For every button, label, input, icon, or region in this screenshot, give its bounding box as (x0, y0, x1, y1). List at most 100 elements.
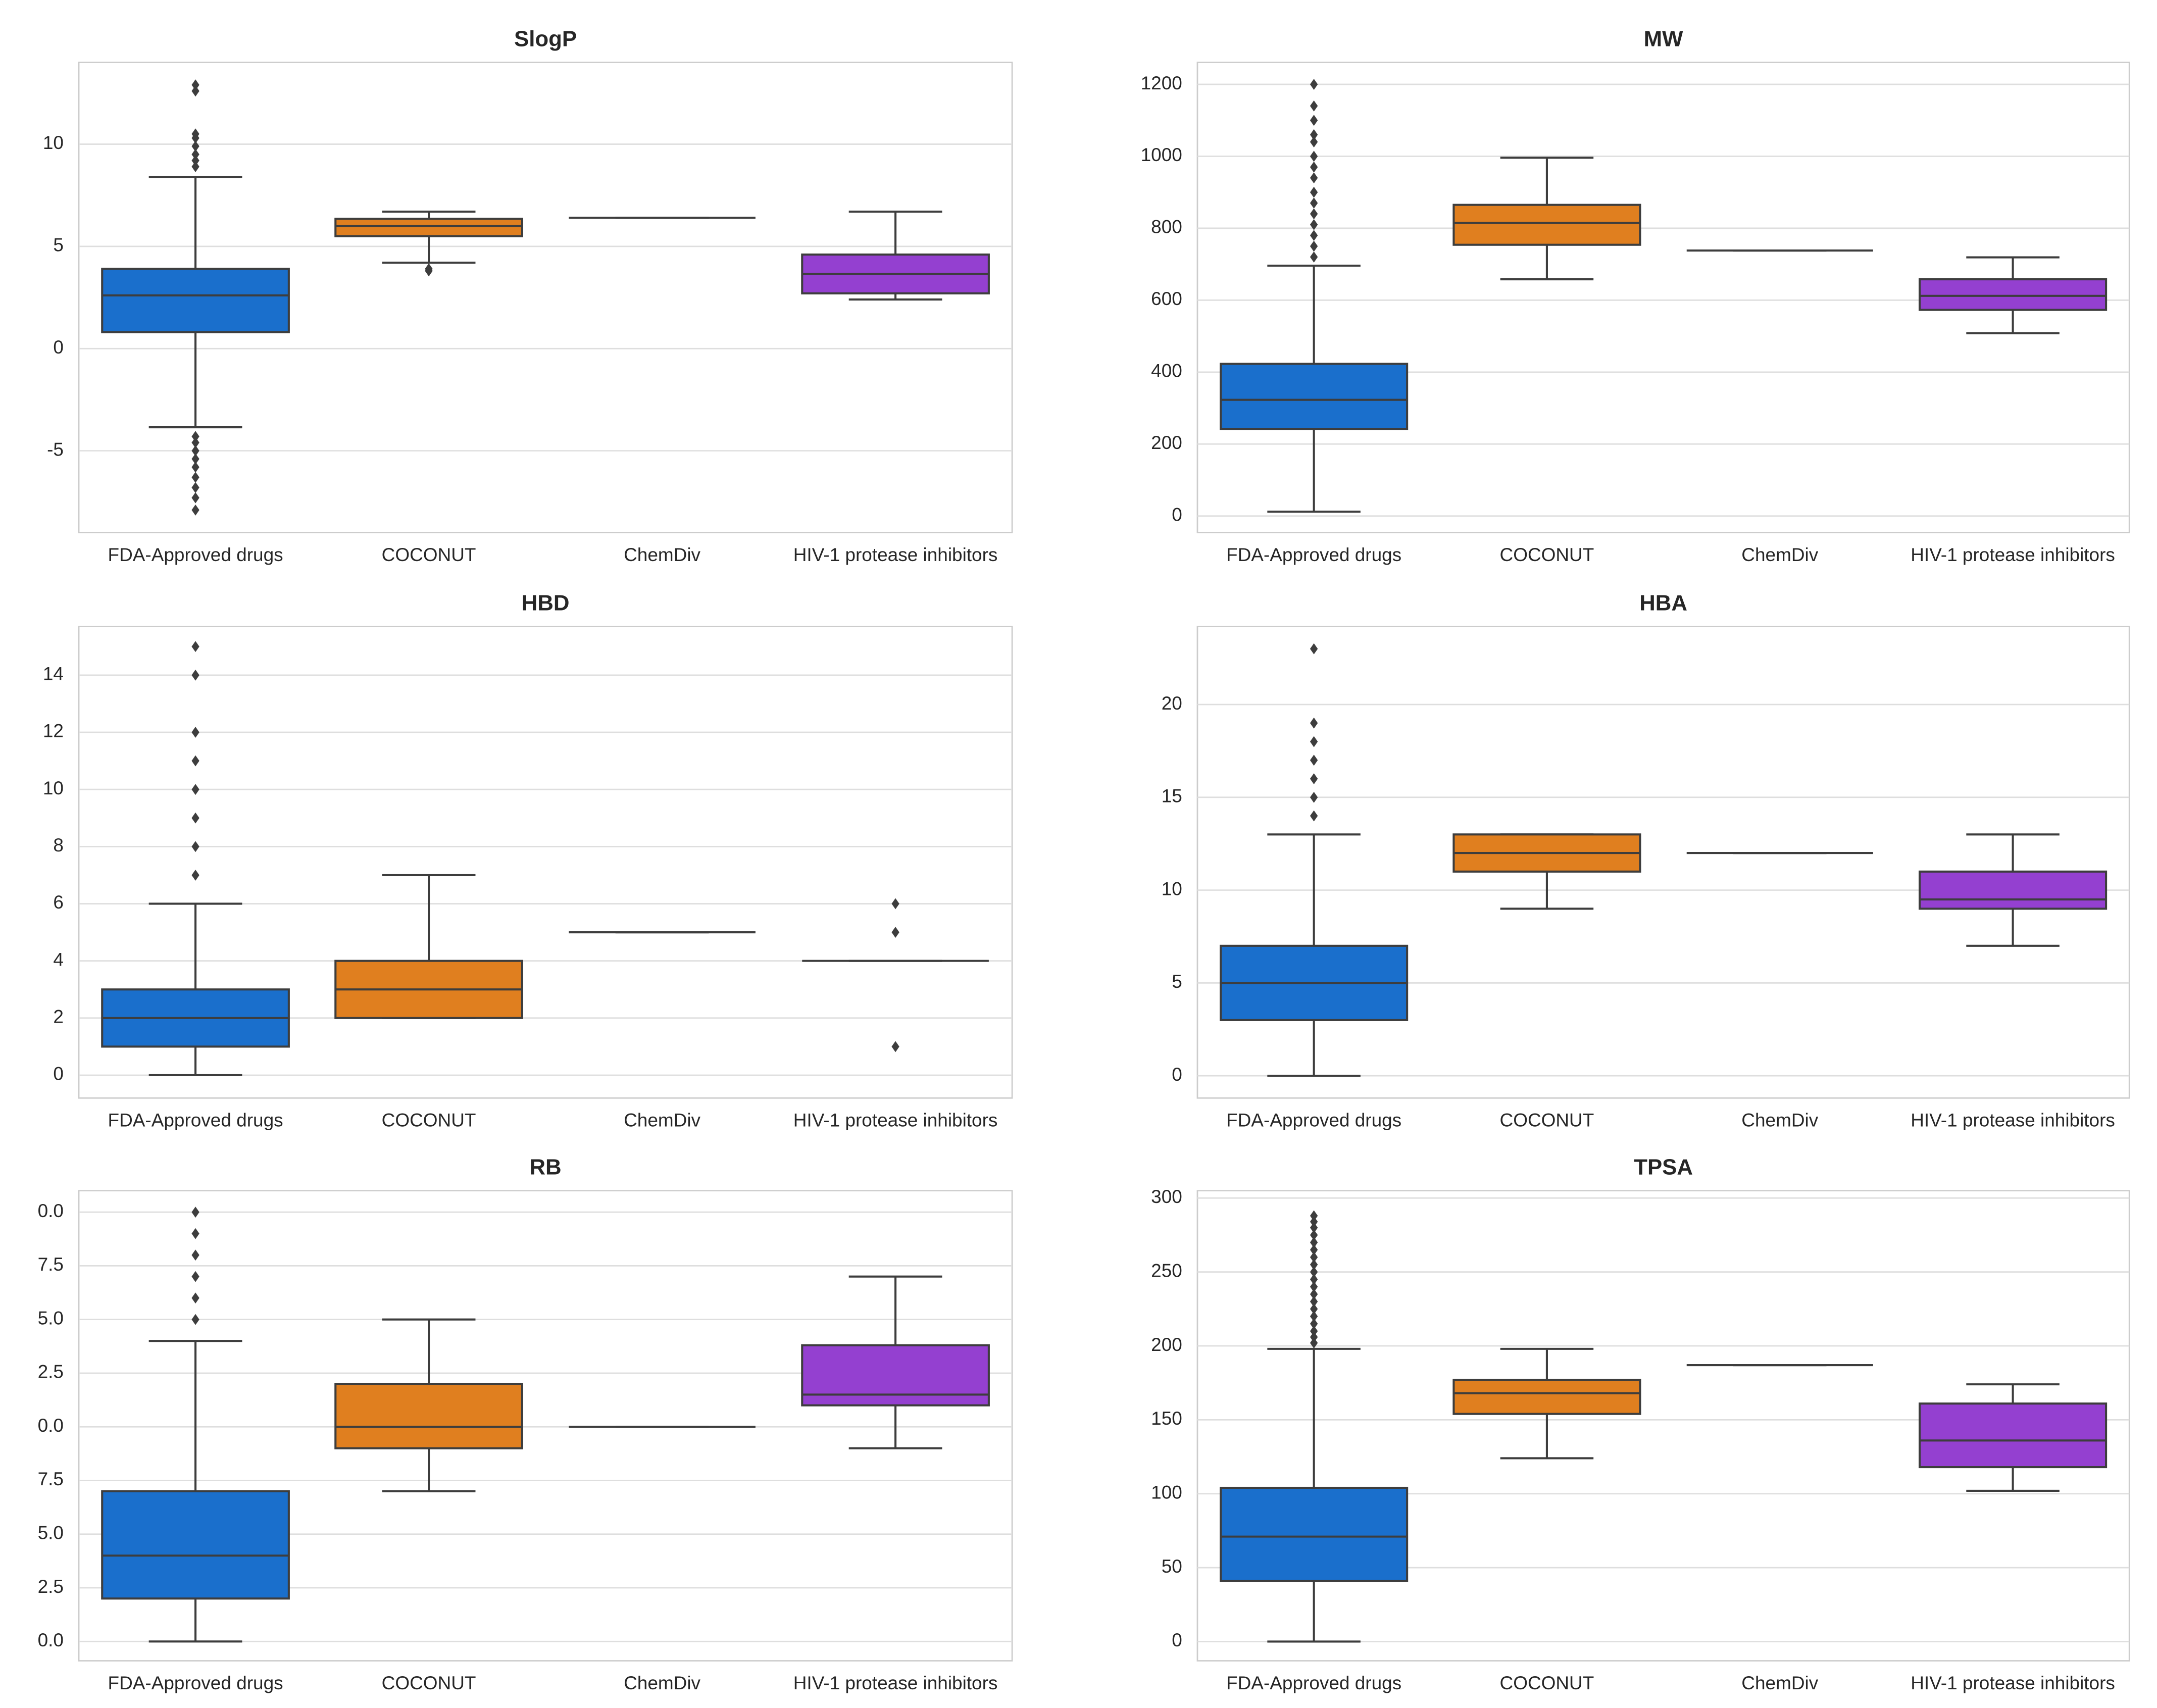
x-tick-label: HIV-1 protease inhibitors (793, 1110, 998, 1131)
outlier (1310, 1251, 1318, 1263)
outlier (1310, 791, 1318, 803)
y-tick-label: 10 (43, 132, 64, 153)
y-tick-label: 150 (1151, 1408, 1182, 1429)
y-tick-label: 2.5 (38, 1362, 64, 1382)
x-tick-label: HIV-1 protease inhibitors (793, 544, 998, 565)
box (1452, 204, 1641, 246)
outlier (1310, 115, 1318, 126)
x-tick-label: HIV-1 protease inhibitors (1911, 1110, 2115, 1131)
outlier (1310, 230, 1318, 241)
outlier (1310, 172, 1318, 184)
outlier (891, 927, 899, 938)
box (1452, 1379, 1641, 1415)
outlier (1310, 1296, 1318, 1308)
x-tick-label: ChemDiv (624, 1673, 700, 1693)
chart-title: MW (1644, 26, 1683, 51)
outlier (1310, 1244, 1318, 1255)
outlier (1310, 1266, 1318, 1278)
y-tick-label: 100 (1151, 1482, 1182, 1503)
y-tick-label: 0 (1172, 1630, 1182, 1650)
box (101, 268, 290, 333)
y-tick-label: 0 (53, 1064, 64, 1084)
outlier (1310, 208, 1318, 220)
chart-title: TPSA (1634, 1154, 1693, 1179)
y-tick-label: 0 (1172, 1064, 1182, 1085)
y-tick-label: 2 (53, 1007, 64, 1027)
outlier (1310, 240, 1318, 252)
y-tick-label: 400 (1151, 361, 1182, 381)
y-tick-label: 7.5 (38, 1254, 64, 1275)
box (334, 218, 523, 237)
y-tick-label: 0.0 (38, 1630, 64, 1650)
box (101, 1490, 290, 1600)
outlier (1310, 717, 1318, 729)
y-tick-label: 20 (1162, 693, 1182, 714)
x-tick-label: ChemDiv (624, 544, 700, 565)
chart-title: HBA (1639, 590, 1687, 615)
x-tick-label: ChemDiv (1741, 1110, 1818, 1131)
x-tick-label: COCONUT (382, 1673, 476, 1693)
outlier (1310, 810, 1318, 822)
y-tick-label: 5.0 (38, 1523, 64, 1543)
outlier (1310, 773, 1318, 784)
x-tick-label: COCONUT (1500, 544, 1594, 565)
outlier (1310, 219, 1318, 230)
y-tick-label: 14 (43, 664, 64, 684)
y-tick-label: 5 (1172, 971, 1182, 992)
y-tick-label: 5.0 (38, 1308, 64, 1328)
y-tick-label: 6 (53, 892, 64, 913)
box (1918, 1402, 2108, 1469)
y-tick-label: 5 (53, 235, 64, 256)
y-tick-label: 10 (1162, 878, 1182, 899)
y-tick-label: 1000 (1141, 144, 1182, 165)
outlier (1310, 251, 1318, 263)
chart-title: HBD (522, 590, 570, 615)
box (334, 1383, 523, 1449)
outlier (1310, 100, 1318, 112)
y-tick-label: 2.5 (38, 1576, 64, 1597)
x-tick-label: FDA-Approved drugs (1226, 1110, 1401, 1131)
y-tick-label: -5 (47, 439, 64, 460)
outlier (1310, 136, 1318, 147)
box (1220, 363, 1409, 430)
outlier (425, 263, 433, 275)
y-tick-label: 800 (1151, 217, 1182, 237)
outlier (1310, 186, 1318, 198)
box (1918, 278, 2108, 311)
y-tick-label: 7.5 (38, 1469, 64, 1489)
y-tick-label: 10 (43, 778, 64, 798)
outlier (1310, 1210, 1318, 1222)
x-tick-label: HIV-1 protease inhibitors (1911, 544, 2115, 565)
y-tick-label: 8 (53, 835, 64, 856)
x-tick-label: HIV-1 protease inhibitors (793, 1673, 998, 1693)
chart-title: SlogP (514, 26, 577, 51)
y-tick-label: 600 (1151, 288, 1182, 309)
chart-title: RB (529, 1154, 561, 1179)
outlier (1310, 1325, 1318, 1337)
x-tick-label: ChemDiv (1741, 544, 1818, 565)
outlier (1310, 643, 1318, 655)
y-tick-label: 1200 (1141, 73, 1182, 93)
outlier (1310, 129, 1318, 140)
outlier (1310, 1337, 1318, 1349)
x-tick-label: ChemDiv (624, 1110, 700, 1131)
y-tick-label: 0.0 (38, 1415, 64, 1436)
box (1220, 1486, 1409, 1582)
x-tick-label: FDA-Approved drugs (1226, 1673, 1401, 1693)
x-tick-label: FDA-Approved drugs (108, 1110, 283, 1131)
y-tick-label: 4 (53, 949, 64, 970)
y-tick-label: 200 (1151, 432, 1182, 453)
x-tick-label: COCONUT (1500, 1673, 1594, 1693)
outlier (1310, 755, 1318, 766)
box (1918, 870, 2108, 910)
x-tick-label: COCONUT (382, 1110, 476, 1131)
outlier (1310, 150, 1318, 162)
y-tick-label: 300 (1151, 1186, 1182, 1207)
x-tick-label: FDA-Approved drugs (108, 1673, 283, 1693)
x-tick-label: FDA-Approved drugs (1226, 544, 1401, 565)
y-tick-label: 0 (53, 337, 64, 358)
x-tick-label: COCONUT (1500, 1110, 1594, 1131)
y-tick-label: 0 (1172, 504, 1182, 525)
x-tick-label: COCONUT (382, 544, 476, 565)
